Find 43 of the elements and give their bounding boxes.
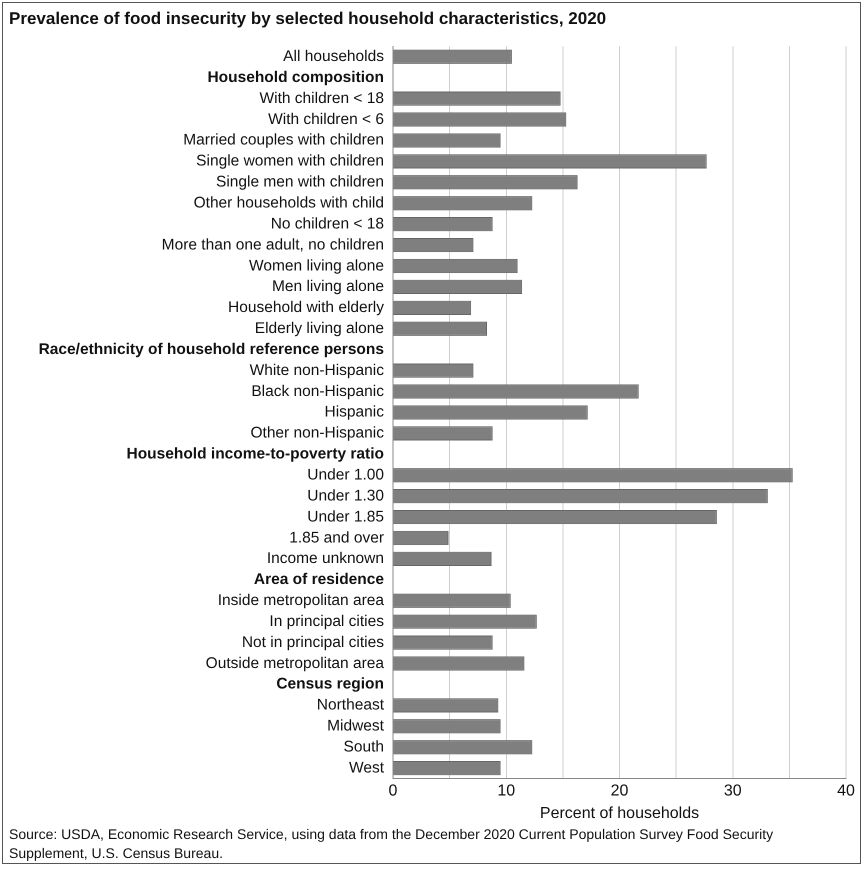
y-tick-label: Household composition [207, 68, 384, 86]
y-tick-label: Elderly living alone [254, 320, 384, 338]
x-tick-label: 10 [497, 782, 516, 800]
y-tick-label: Other non-Hispanic [250, 424, 384, 442]
y-tick-label: Outside metropolitan area [206, 654, 384, 672]
y-tick-label: In principal cities [269, 612, 384, 630]
y-tick-label: With children < 6 [268, 110, 384, 128]
x-axis-title: Percent of households [540, 804, 700, 822]
y-tick-label: With children < 18 [260, 90, 384, 107]
y-tick-label: Under 1.00 [307, 466, 384, 484]
chart-title: Prevalence of food insecurity by selected household characteristics, 2020 [9, 9, 606, 29]
y-tick-label: Other households with child [194, 194, 384, 212]
y-tick-label: Black non-Hispanic [251, 382, 384, 400]
y-tick-label: Married couples with children [183, 132, 384, 149]
y-tick-label: White non-Hispanic [250, 362, 384, 379]
y-tick-label: Census region [276, 676, 384, 693]
y-tick-label: South [343, 738, 384, 756]
source-note: Source: USDA, Economic Research Service, using data from the December 2020 Current Population Survey Food Security Supplement, U.S. Census Bureau. [9, 825, 774, 863]
y-tick-label: Men living alone [272, 278, 384, 296]
y-tick-label: 1.85 and over [289, 529, 384, 546]
y-tick-label: Household with elderly [228, 299, 384, 316]
y-tick-label: West [348, 759, 385, 776]
y-tick-label: Race/ethnicity of household reference persons [38, 340, 384, 358]
y-tick-label: Single women with children [196, 152, 384, 170]
y-tick-label: Hispanic [324, 404, 384, 421]
y-tick-label: Single men with children [216, 174, 384, 191]
y-tick-label: Inside metropolitan area [218, 592, 384, 610]
y-tick-label: Not in principal cities [242, 634, 384, 651]
x-tick-label: 40 [837, 782, 855, 800]
x-tick-label: 30 [724, 782, 742, 800]
y-tick-label: Income unknown [266, 550, 384, 568]
y-tick-label: Household income-to-poverty ratio [126, 446, 384, 463]
x-tick-label: 0 [388, 782, 398, 800]
y-tick-label: Area of residence [254, 571, 384, 588]
x-tick-label: 20 [610, 782, 628, 800]
y-tick-label: Northeast [316, 696, 385, 714]
y-tick-label: No children < 18 [270, 215, 384, 232]
y-tick-label: Under 1.30 [307, 487, 384, 504]
y-tick-label: Under 1.85 [307, 508, 384, 526]
y-tick-label: More than one adult, no children [162, 236, 384, 254]
y-tick-label: Midwest [327, 718, 385, 735]
y-tick-label: All households [283, 48, 384, 66]
y-tick-label: Women living alone [249, 257, 384, 274]
